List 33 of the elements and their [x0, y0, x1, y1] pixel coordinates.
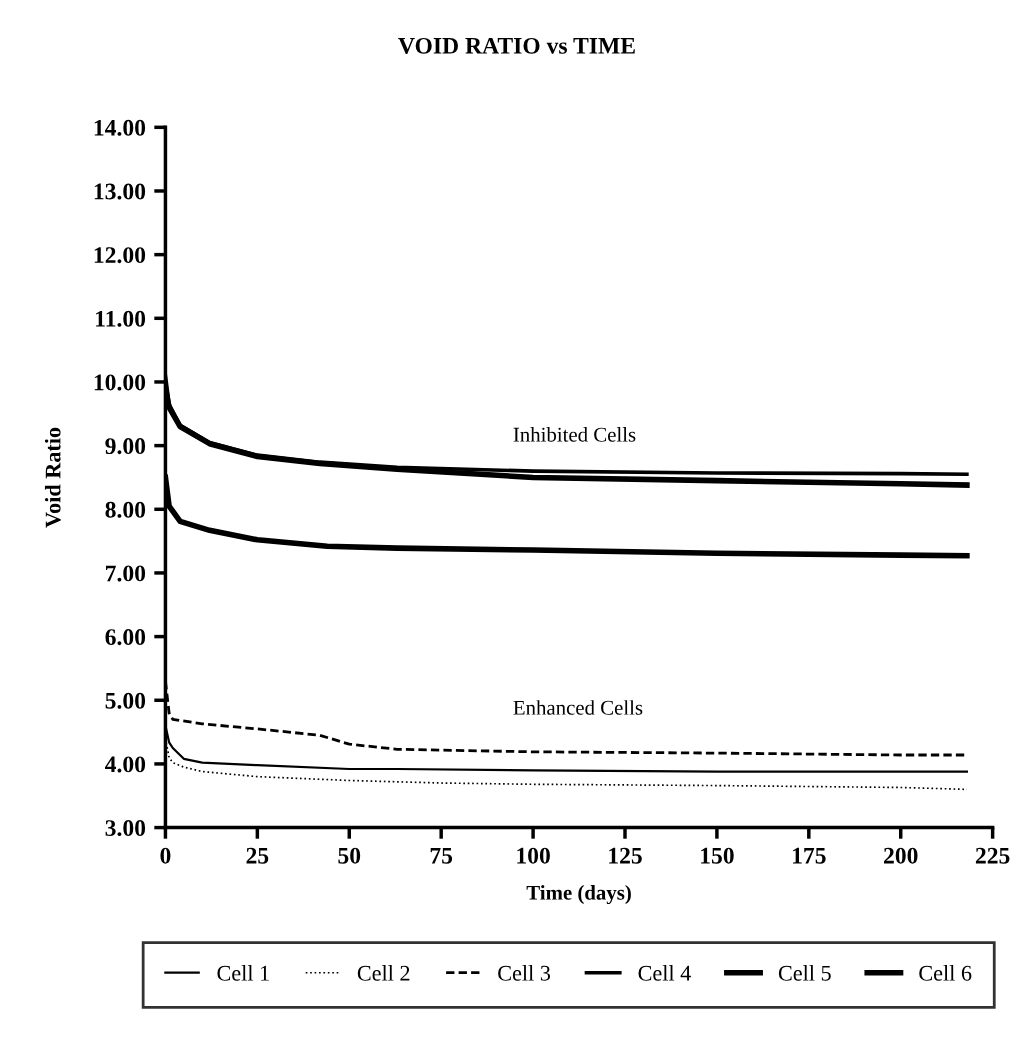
y-tick-label: 9.00	[105, 438, 146, 455]
legend-label: Cell 4	[638, 965, 691, 981]
y-tick-label: 12.00	[94, 247, 146, 264]
x-axis-title: Time (days)	[526, 885, 631, 905]
legend-label: Cell 5	[778, 965, 831, 981]
y-tick-label: 7.00	[106, 565, 146, 582]
y-tick-label: 8.00	[105, 501, 146, 518]
x-tick-label: 25	[246, 847, 269, 864]
legend-label: Cell 3	[498, 965, 551, 981]
y-tick-label: 3.00	[105, 820, 146, 837]
x-tick-label: 175	[793, 847, 826, 864]
y-tick-label: 10.00	[94, 374, 146, 391]
y-tick-label: 4.00	[105, 756, 146, 773]
y-tick-label: 13.00	[94, 183, 146, 200]
y-axis-title: Void Ratio	[44, 427, 61, 528]
annotation: Enhanced Cells	[513, 700, 643, 715]
annotation: Inhibited Cells	[513, 427, 636, 442]
x-tick-label: 0	[160, 847, 171, 864]
legend-label: Cell 1	[217, 965, 269, 981]
x-tick-label: 150	[701, 847, 734, 864]
y-tick-label: 11.00	[96, 310, 146, 327]
y-tick-label: 14.00	[94, 119, 146, 136]
x-tick-label: 225	[975, 847, 1010, 864]
x-tick-label: 200	[884, 847, 918, 864]
y-tick-label: 5.00	[105, 692, 146, 709]
y-tick-label: 6.00	[105, 629, 146, 646]
chart-title: VOID RATIO vs TIME	[398, 37, 635, 54]
legend-label: Cell 6	[919, 965, 972, 981]
x-tick-label: 125	[609, 847, 642, 864]
x-tick-label: 100	[517, 847, 550, 864]
x-tick-label: 75	[430, 847, 453, 864]
legend-label: Cell 2	[357, 965, 410, 981]
x-tick-label: 50	[338, 847, 361, 864]
